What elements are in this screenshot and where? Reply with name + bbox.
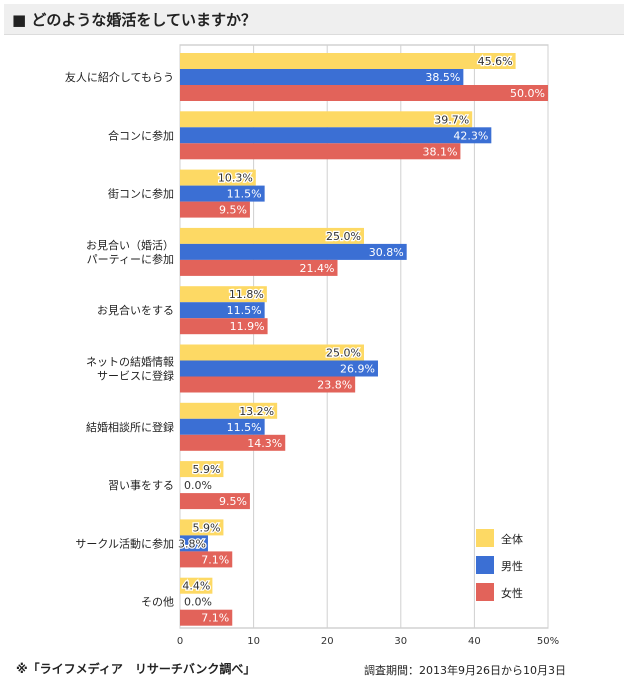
bar: [180, 609, 233, 626]
chart-header: ■ どのような婚活をしていますか？: [4, 4, 624, 35]
bar: [180, 360, 378, 377]
bar: [180, 85, 548, 101]
bar: [180, 318, 268, 335]
x-tick-label: 50%: [537, 636, 559, 647]
bar-value-label: 11.5%: [227, 421, 262, 434]
legend-swatch: [476, 583, 494, 601]
category-label: 街コンに参加: [108, 187, 174, 201]
bar-value-label: 25.0%: [326, 230, 361, 243]
x-tick-label: 30: [394, 636, 407, 647]
x-tick-label: 0: [177, 636, 183, 647]
category-label: 合コンに参加: [108, 128, 174, 142]
bar-value-label: 4.4%: [182, 580, 210, 593]
bar-value-label: 38.5%: [425, 71, 460, 84]
bar: [180, 201, 250, 218]
bar-value-label: 9.5%: [219, 495, 247, 508]
bar: [180, 402, 278, 419]
bar-value-label: 23.8%: [317, 379, 352, 392]
bar-value-label: 9.5%: [219, 204, 247, 217]
category-label: お見合いをする: [97, 303, 174, 317]
bar-value-label: 38.1%: [422, 145, 457, 158]
bar-value-label: 21.4%: [300, 262, 335, 275]
category-label: 習い事をする: [108, 479, 174, 492]
bar: [180, 376, 356, 393]
bar: [180, 69, 464, 85]
bar-value-label: 11.8%: [229, 288, 264, 301]
bar-value-label: 13.2%: [239, 405, 274, 418]
bar-value-label: 14.3%: [247, 437, 282, 450]
legend-swatch: [476, 529, 494, 547]
category-label: サービスに登録: [97, 369, 174, 383]
bar-value-label: 26.9%: [340, 363, 375, 376]
bar-value-label: 0.0%: [184, 479, 212, 492]
bar: [180, 519, 224, 536]
bar: [180, 418, 265, 435]
category-label: パーティーに参加: [87, 252, 174, 266]
category-label: その他: [141, 596, 174, 609]
bar-value-label: 0.0%: [184, 596, 212, 609]
bar: [180, 53, 516, 69]
x-tick-label: 40: [468, 636, 481, 647]
bar-value-label: 7.1%: [201, 553, 229, 566]
bar: [180, 243, 407, 260]
category-label: ネットの結婚情報: [86, 355, 174, 369]
bar: [180, 143, 461, 160]
source-note: ※「ライフメディア リサーチバンク調べ」: [16, 662, 256, 676]
bar-value-label: 11.9%: [230, 320, 265, 333]
category-label: お見合い（婚活）: [86, 238, 174, 252]
bar-value-label: 11.5%: [227, 188, 262, 201]
bar-value-label: 39.7%: [434, 113, 469, 126]
bar-value-label: 7.1%: [201, 612, 229, 625]
bar: [180, 169, 256, 186]
legend-label: 全体: [501, 532, 523, 546]
legend-label: 男性: [501, 559, 523, 573]
bar: [180, 577, 213, 594]
bar-value-label: 30.8%: [369, 246, 404, 259]
bar: [180, 434, 286, 451]
bar: [180, 493, 250, 510]
bar-value-label: 11.5%: [227, 304, 262, 317]
legend-label: 女性: [501, 586, 523, 600]
category-label: サークル活動に参加: [75, 536, 174, 550]
bar-value-label: 50.0%: [510, 87, 545, 100]
legend-swatch: [476, 556, 494, 574]
bar: [180, 461, 224, 478]
bar: [180, 127, 492, 144]
bar: [180, 551, 233, 568]
bar-value-label: 10.3%: [218, 172, 253, 185]
survey-period: 調査期間：2013年9月26日から10月3日: [364, 664, 566, 677]
bar: [180, 111, 473, 128]
bar-value-label: 45.6%: [478, 55, 513, 68]
bar: [180, 344, 364, 361]
bar-value-label: 5.9%: [192, 463, 220, 476]
bar-value-label: 3.8%: [178, 537, 206, 550]
bar: [180, 286, 267, 303]
bar-value-label: 25.0%: [326, 347, 361, 360]
x-tick-label: 20: [321, 636, 334, 647]
category-label: 結婚相談所に登録: [86, 420, 174, 434]
x-tick-label: 10: [247, 636, 260, 647]
bar: [180, 185, 265, 202]
bar: [180, 302, 265, 319]
bar-value-label: 42.3%: [453, 129, 488, 142]
chart-title: ■ どのような婚活をしていますか？: [12, 11, 256, 29]
bar: [180, 227, 364, 244]
bar: [180, 259, 338, 276]
bar-value-label: 5.9%: [192, 521, 220, 534]
category-label: 友人に紹介してもらう: [65, 70, 174, 84]
bar: [180, 535, 208, 552]
